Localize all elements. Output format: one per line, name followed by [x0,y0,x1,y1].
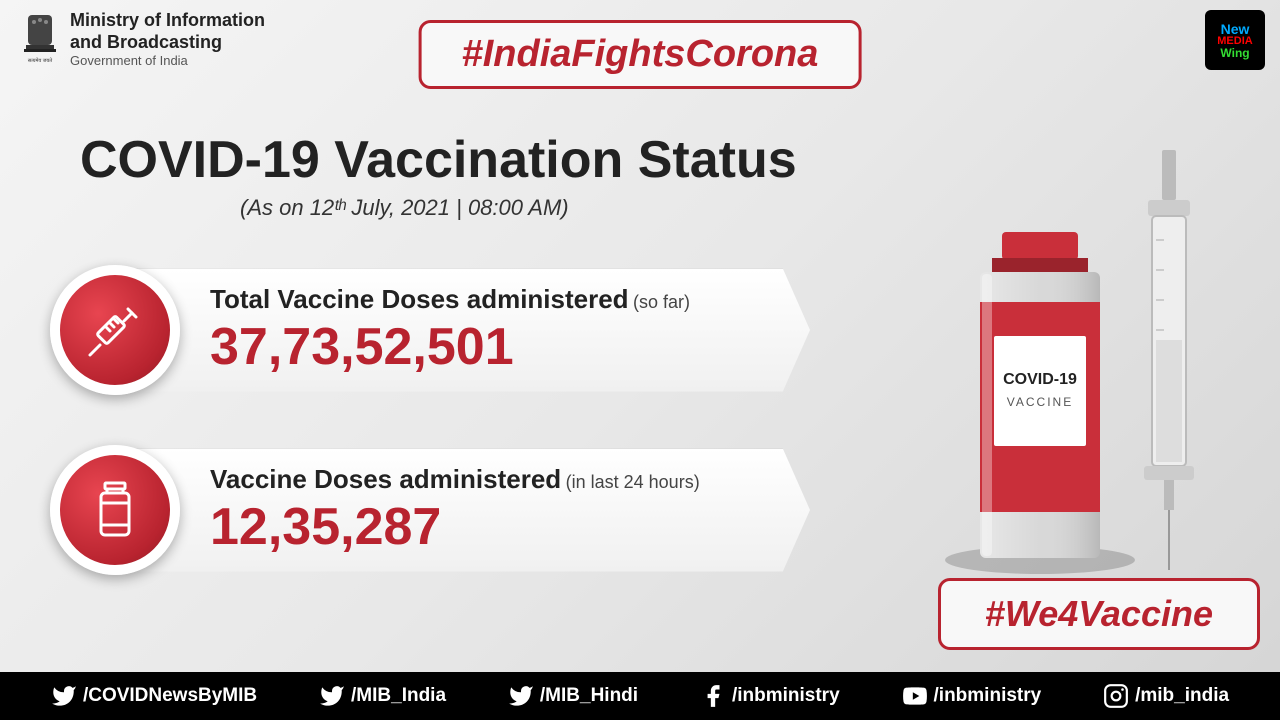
social-youtube[interactable]: /inbministry [902,683,1042,709]
twitter-icon [508,683,534,709]
ministry-line1: Ministry of Information [70,10,265,32]
social-instagram[interactable]: /mib_india [1103,683,1229,709]
social-facebook[interactable]: /inbministry [700,683,840,709]
social-twitter-covidnews[interactable]: /COVIDNewsByMIB [51,683,257,709]
social-twitter-hindi[interactable]: /MIB_Hindi [508,683,638,709]
facebook-icon [700,683,726,709]
stat-value: 37,73,52,501 [210,317,750,377]
twitter-icon [319,683,345,709]
social-handle: /inbministry [732,685,840,707]
social-twitter-mib[interactable]: /MIB_India [319,683,446,709]
vaccine-illustration: COVID-19 VACCINE [930,140,1240,580]
stat-label: Total Vaccine Doses administered [210,284,629,314]
we4vaccine-banner: #We4Vaccine [938,578,1260,650]
social-footer: /COVIDNewsByMIB /MIB_India /MIB_Hindi /i… [0,672,1280,720]
stat-banner: Total Vaccine Doses administered (so far… [130,269,810,392]
instagram-icon [1103,683,1129,709]
youtube-icon [902,683,928,709]
hashtag-text: #IndiaFightsCorona [462,33,819,76]
stat-value: 12,35,287 [210,497,750,557]
stat-24hr-doses: Vaccine Doses administered (in last 24 h… [50,445,810,575]
svg-text:COVID-19: COVID-19 [1003,371,1077,388]
emblem-icon: सत्यमेव जयते [20,10,60,65]
stat-label: Vaccine Doses administered [210,464,561,494]
page-title: COVID-19 Vaccination Status [80,130,797,190]
ministry-line2: and Broadcasting [70,32,265,54]
social-handle: /mib_india [1135,685,1229,707]
page-subtitle: (As on 12ᵗʰ July, 2021 | 08:00 AM) [240,195,569,221]
social-handle: /COVIDNewsByMIB [83,685,257,707]
svg-text:सत्यमेव जयते: सत्यमेव जयते [28,57,52,64]
we4vaccine-text: #We4Vaccine [985,593,1213,635]
stat-total-doses: Total Vaccine Doses administered (so far… [50,265,810,395]
syringe-icon [50,265,180,395]
stat-banner: Vaccine Doses administered (in last 24 h… [130,449,810,572]
social-handle: /inbministry [934,685,1042,707]
social-handle: /MIB_Hindi [540,685,638,707]
social-handle: /MIB_India [351,685,446,707]
ministry-header: सत्यमेव जयते Ministry of Information and… [20,10,265,69]
hashtag-banner: #IndiaFightsCorona [419,20,862,89]
twitter-icon [51,683,77,709]
stat-label-suffix: (so far) [633,292,690,312]
ministry-sub: Government of India [70,53,265,69]
svg-text:VACCINE: VACCINE [1007,395,1073,409]
stat-label-suffix: (in last 24 hours) [566,472,700,492]
new-media-wing-logo: New MEDIA Wing [1205,10,1265,70]
vial-icon [50,445,180,575]
